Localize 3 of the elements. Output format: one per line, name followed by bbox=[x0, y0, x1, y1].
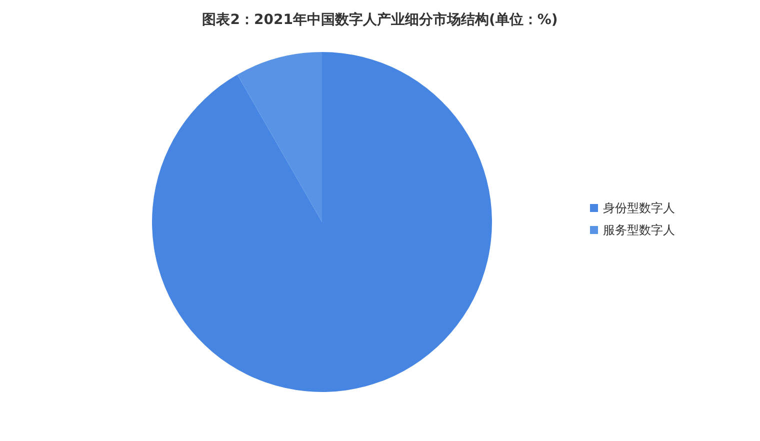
legend-label: 服务型数字人 bbox=[603, 223, 675, 237]
legend-label: 身份型数字人 bbox=[603, 201, 675, 215]
chart-title: 图表2：2021年中国数字人产业细分市场结构(单位：%) bbox=[202, 11, 558, 28]
